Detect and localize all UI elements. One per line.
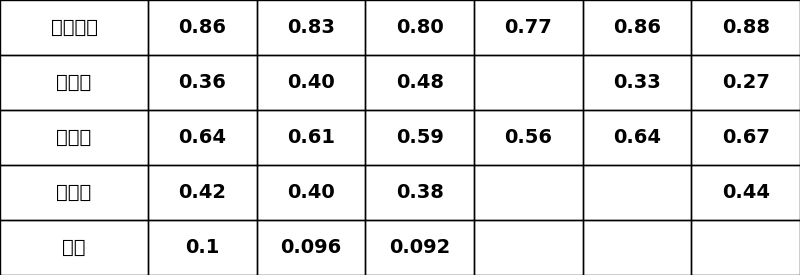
Bar (582, 55, 691, 110)
Text: 0.33: 0.33 (613, 73, 661, 92)
Bar (148, 110, 257, 165)
Text: 0.096: 0.096 (280, 238, 342, 257)
Bar (366, 55, 474, 110)
Bar (691, 55, 800, 110)
Text: 0.40: 0.40 (287, 183, 335, 202)
Text: 0.86: 0.86 (178, 18, 226, 37)
Bar (148, 165, 257, 220)
Bar (474, 55, 582, 110)
Text: 0.77: 0.77 (505, 18, 552, 37)
Bar (0, 110, 148, 165)
Text: 0.38: 0.38 (396, 183, 444, 202)
Bar (582, 0, 691, 55)
Text: 外滑剂: 外滑剂 (56, 73, 92, 92)
Bar (257, 220, 366, 275)
Bar (691, 110, 800, 165)
Bar (366, 220, 474, 275)
Text: 0.83: 0.83 (287, 18, 335, 37)
Text: 0.88: 0.88 (722, 18, 770, 37)
Bar (582, 220, 691, 275)
Text: 内滑剂: 内滑剂 (56, 128, 92, 147)
Bar (582, 165, 691, 220)
Bar (691, 0, 800, 55)
Bar (474, 220, 582, 275)
Text: 0.86: 0.86 (613, 18, 661, 37)
Text: 0.27: 0.27 (722, 73, 770, 92)
Text: 0.48: 0.48 (396, 73, 444, 92)
Text: 0.092: 0.092 (389, 238, 450, 257)
Bar (474, 165, 582, 220)
Bar (474, 0, 582, 55)
Text: 0.67: 0.67 (722, 128, 770, 147)
Bar (0, 220, 148, 275)
Text: 0.59: 0.59 (396, 128, 444, 147)
Bar (366, 0, 474, 55)
Bar (582, 110, 691, 165)
Text: 0.80: 0.80 (396, 18, 443, 37)
Text: 0.1: 0.1 (185, 238, 219, 257)
Text: 0.61: 0.61 (287, 128, 335, 147)
Bar (148, 55, 257, 110)
Bar (257, 110, 366, 165)
Bar (257, 55, 366, 110)
Text: 0.40: 0.40 (287, 73, 335, 92)
Bar (0, 165, 148, 220)
Text: 0.56: 0.56 (504, 128, 552, 147)
Bar (148, 220, 257, 275)
Text: 0.64: 0.64 (178, 128, 226, 147)
Text: 馒粉: 馒粉 (62, 238, 86, 257)
Text: 0.36: 0.36 (178, 73, 226, 92)
Bar (366, 165, 474, 220)
Text: 0.64: 0.64 (613, 128, 661, 147)
Text: 增塑剂: 增塑剂 (56, 183, 92, 202)
Bar (691, 165, 800, 220)
Bar (148, 0, 257, 55)
Text: 0.44: 0.44 (722, 183, 770, 202)
Bar (0, 0, 148, 55)
Text: 0.42: 0.42 (178, 183, 226, 202)
Bar (257, 165, 366, 220)
Bar (474, 110, 582, 165)
Bar (257, 0, 366, 55)
Bar (366, 110, 474, 165)
Text: 加工助剂: 加工助剂 (50, 18, 98, 37)
Bar (0, 55, 148, 110)
Bar (691, 220, 800, 275)
